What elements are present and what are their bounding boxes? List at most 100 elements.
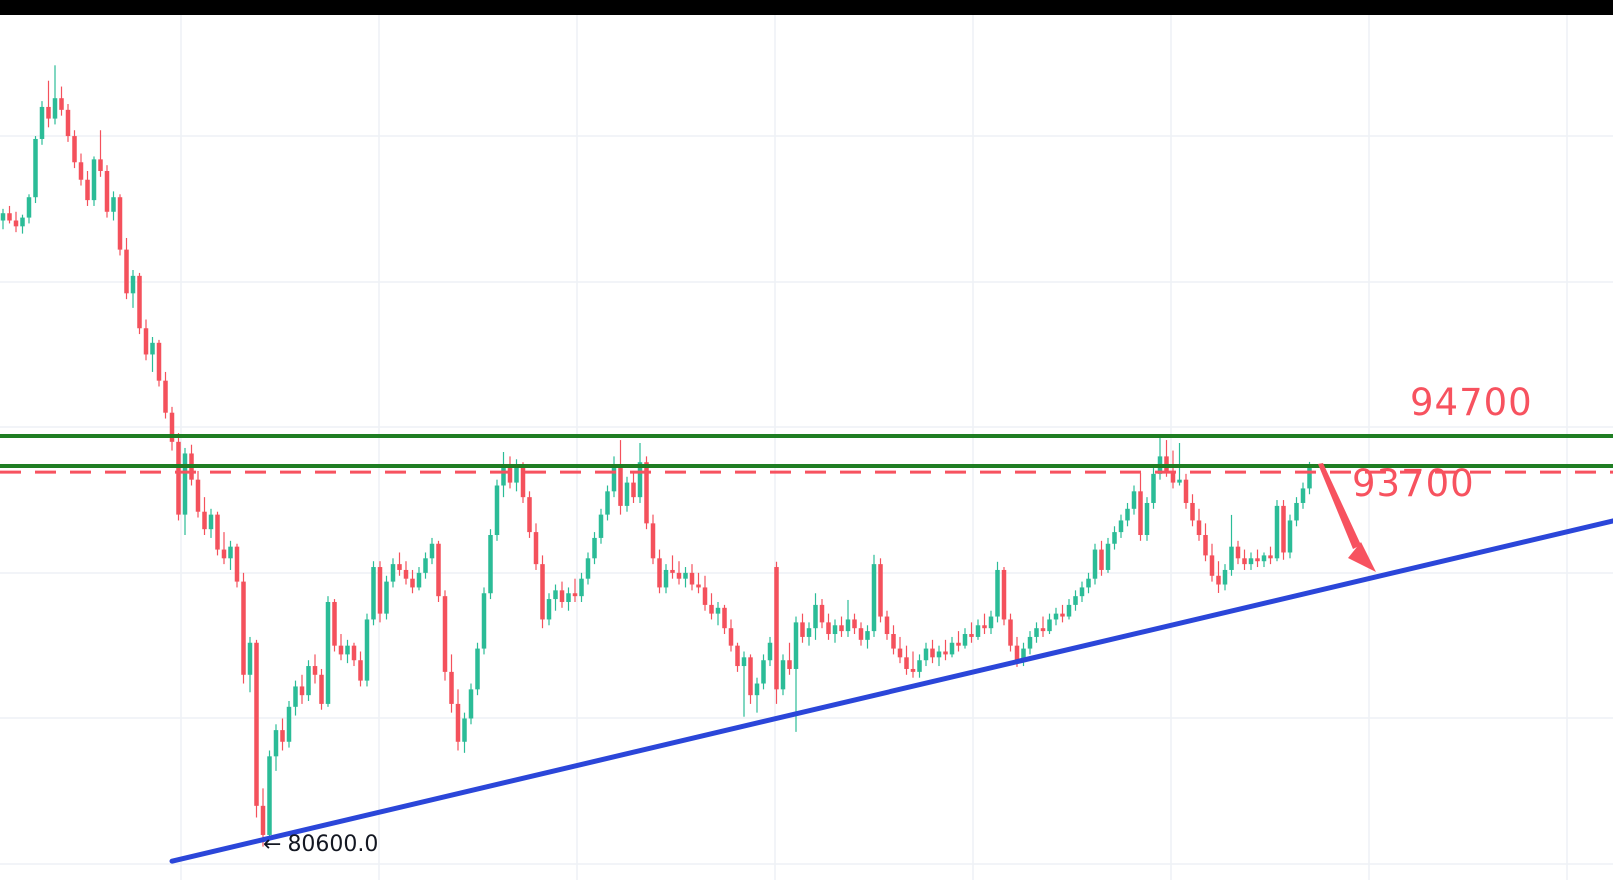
candle[interactable] (410, 569, 415, 594)
candle[interactable] (715, 601, 721, 626)
ascending-trendline[interactable] (169, 518, 1613, 864)
candle[interactable] (910, 651, 916, 678)
candle[interactable] (351, 642, 357, 667)
candle[interactable] (143, 319, 149, 361)
candle[interactable] (735, 642, 740, 672)
candle[interactable] (397, 552, 402, 576)
candle[interactable] (91, 156, 97, 206)
candle[interactable] (98, 130, 103, 177)
candle[interactable] (670, 555, 675, 579)
candle[interactable] (891, 625, 896, 655)
candle[interactable] (1261, 552, 1267, 568)
candle[interactable] (696, 572, 701, 594)
candle[interactable] (182, 447, 188, 536)
candle[interactable] (449, 654, 454, 713)
candle[interactable] (566, 587, 571, 611)
candle[interactable] (234, 543, 240, 588)
candle[interactable] (527, 491, 532, 538)
candle[interactable] (897, 636, 903, 664)
candle[interactable] (111, 191, 116, 221)
candle[interactable] (403, 561, 409, 585)
candle[interactable] (72, 130, 77, 169)
candle[interactable] (358, 651, 363, 687)
candle[interactable] (150, 336, 155, 372)
candle[interactable] (592, 532, 597, 565)
candle[interactable] (956, 631, 961, 652)
candle[interactable] (1131, 485, 1137, 515)
candle[interactable] (1079, 581, 1085, 602)
candle[interactable] (299, 674, 305, 704)
candle[interactable] (1209, 543, 1215, 582)
candle[interactable] (176, 433, 181, 521)
candle[interactable] (559, 581, 565, 608)
candle[interactable] (1287, 514, 1293, 559)
candle[interactable] (85, 171, 90, 206)
candle[interactable] (416, 567, 422, 591)
candle[interactable] (52, 65, 58, 125)
resistance-price-label[interactable]: 94700 (1410, 381, 1533, 424)
candle[interactable] (1118, 514, 1124, 538)
candle[interactable] (839, 616, 844, 637)
candle[interactable] (988, 610, 994, 635)
candle[interactable] (442, 590, 448, 681)
candle[interactable] (325, 596, 331, 707)
candle[interactable] (865, 625, 870, 649)
candle[interactable] (59, 86, 64, 116)
candle[interactable] (332, 599, 337, 652)
down-arrow-annotation[interactable] (1318, 463, 1376, 572)
candle[interactable] (436, 540, 441, 602)
candle[interactable] (553, 584, 558, 611)
candle[interactable] (13, 211, 19, 233)
candle[interactable] (923, 642, 929, 667)
candle[interactable] (1242, 549, 1247, 570)
candle[interactable] (468, 683, 474, 725)
candle[interactable] (65, 104, 71, 142)
candle[interactable] (1222, 564, 1228, 591)
candle[interactable] (663, 564, 669, 594)
candle[interactable] (1001, 567, 1007, 626)
candle[interactable] (481, 587, 487, 655)
candle[interactable] (949, 636, 955, 658)
candle[interactable] (423, 552, 428, 579)
candle[interactable] (702, 575, 708, 611)
candle[interactable] (293, 680, 298, 716)
candle[interactable] (1099, 540, 1104, 576)
candle[interactable] (33, 136, 38, 204)
candle[interactable] (1300, 482, 1306, 509)
candle[interactable] (787, 642, 792, 675)
candle[interactable] (475, 642, 480, 696)
candle[interactable] (312, 654, 318, 684)
candle[interactable] (904, 645, 909, 675)
candle[interactable] (39, 101, 45, 145)
candle[interactable] (1105, 537, 1111, 573)
candle[interactable] (852, 613, 857, 635)
candle[interactable] (0, 208, 6, 230)
candle[interactable] (826, 613, 831, 640)
candle[interactable] (364, 613, 370, 687)
candle[interactable] (1196, 508, 1202, 541)
candle[interactable] (585, 552, 591, 585)
candle[interactable] (1274, 500, 1280, 562)
candle[interactable] (780, 654, 786, 696)
candle[interactable] (871, 554, 877, 637)
candle[interactable] (1183, 473, 1189, 509)
candle[interactable] (754, 677, 760, 713)
candle[interactable] (605, 485, 610, 521)
candle[interactable] (936, 645, 942, 667)
candle[interactable] (618, 440, 623, 515)
candle[interactable] (7, 205, 12, 224)
candle[interactable] (241, 572, 246, 684)
candle[interactable] (377, 561, 383, 623)
candle[interactable] (969, 622, 974, 643)
candle[interactable] (1066, 599, 1072, 620)
candle[interactable] (163, 371, 168, 419)
candle[interactable] (1235, 540, 1241, 565)
candle[interactable] (78, 153, 84, 186)
candle[interactable] (676, 561, 682, 585)
candle[interactable] (1229, 514, 1234, 576)
candle[interactable] (1216, 561, 1221, 593)
candle[interactable] (579, 572, 584, 602)
candle[interactable] (494, 479, 500, 541)
candle[interactable] (384, 575, 389, 620)
candle[interactable] (371, 561, 376, 626)
